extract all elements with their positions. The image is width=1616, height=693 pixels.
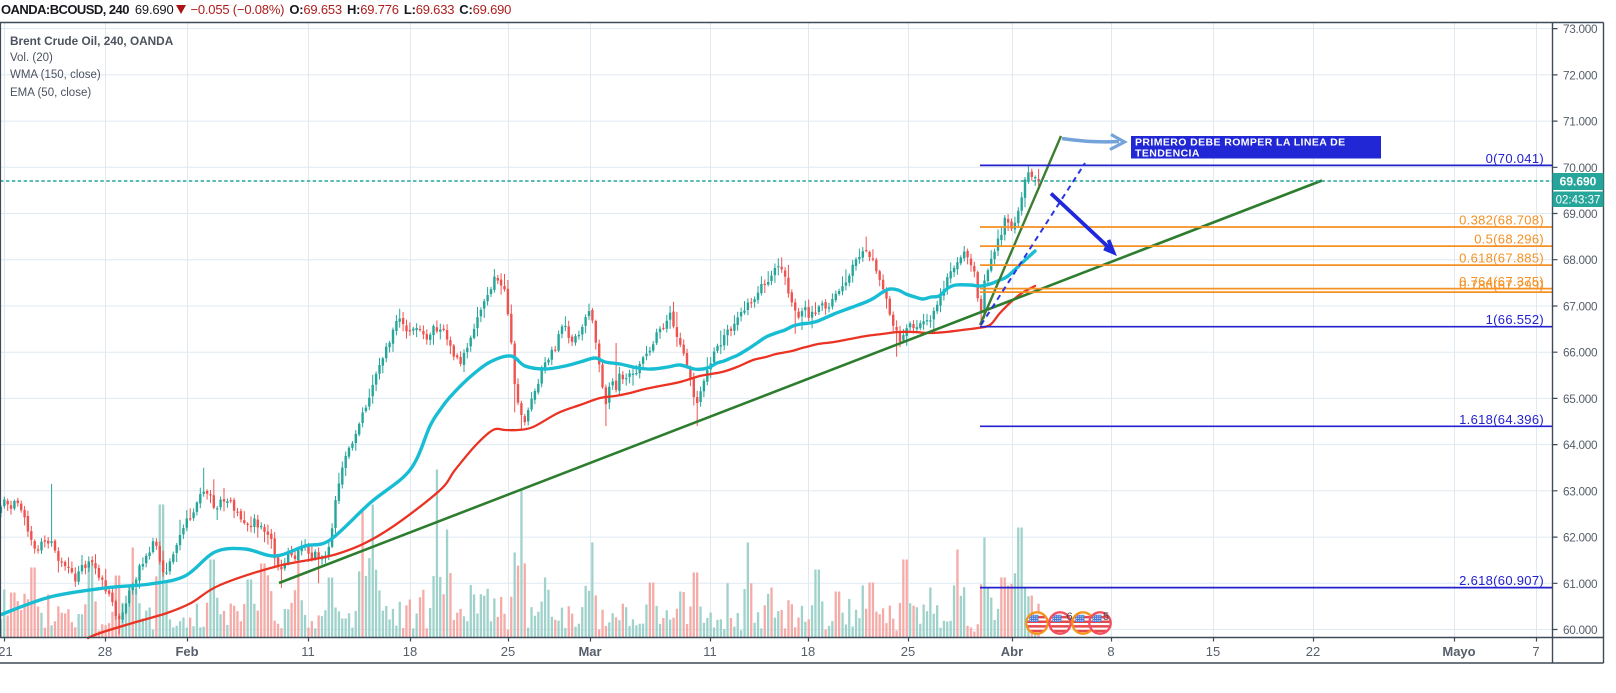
svg-text:0(70.041): 0(70.041)	[1486, 151, 1544, 166]
svg-text:18: 18	[403, 644, 417, 659]
svg-text:PRIMERO DEBE ROMPER LA LINEA D: PRIMERO DEBE ROMPER LA LINEA DE	[1135, 137, 1346, 149]
svg-text:61.000: 61.000	[1563, 577, 1598, 591]
svg-text:64.000: 64.000	[1563, 438, 1598, 452]
svg-text:6: 6	[1067, 611, 1073, 623]
svg-text:18: 18	[801, 644, 815, 659]
svg-text:Abr: Abr	[1001, 644, 1023, 659]
svg-text:72.000: 72.000	[1563, 68, 1598, 82]
svg-text:0.382(68.708): 0.382(68.708)	[1459, 213, 1544, 228]
svg-text:73.000: 73.000	[1563, 22, 1598, 36]
svg-text:71.000: 71.000	[1563, 115, 1598, 129]
svg-text:15: 15	[1206, 644, 1220, 659]
svg-text:0.764(67.375): 0.764(67.375)	[1459, 274, 1544, 289]
svg-text:0.618(67.885): 0.618(67.885)	[1459, 251, 1544, 266]
svg-text:69.000: 69.000	[1563, 207, 1598, 221]
svg-text:5: 5	[1103, 611, 1109, 623]
svg-text:69.690: 69.690	[1560, 175, 1597, 189]
svg-text:Mayo: Mayo	[1442, 644, 1475, 659]
svg-text:25: 25	[501, 644, 515, 659]
svg-text:1(66.552): 1(66.552)	[1486, 312, 1544, 327]
svg-text:28: 28	[98, 644, 112, 659]
svg-text:Mar: Mar	[578, 644, 601, 659]
svg-text:67.000: 67.000	[1563, 300, 1598, 314]
svg-text:65.000: 65.000	[1563, 392, 1598, 406]
svg-text:8: 8	[1107, 644, 1114, 659]
svg-text:25: 25	[901, 644, 915, 659]
svg-text:0.5(68.296): 0.5(68.296)	[1474, 232, 1544, 247]
svg-text:11: 11	[301, 644, 315, 659]
svg-text:60.000: 60.000	[1563, 623, 1598, 637]
svg-text:7: 7	[1532, 644, 1539, 659]
svg-text:68.000: 68.000	[1563, 253, 1598, 267]
svg-text:70.000: 70.000	[1563, 161, 1598, 175]
svg-text:02:43:37: 02:43:37	[1556, 195, 1601, 207]
svg-text:1.618(64.396): 1.618(64.396)	[1459, 412, 1544, 427]
svg-text:21: 21	[0, 644, 13, 659]
svg-text:Feb: Feb	[175, 644, 198, 659]
svg-text:0.786(67.299): 0.786(67.299)	[1459, 278, 1544, 293]
svg-text:63.000: 63.000	[1563, 484, 1598, 498]
svg-text:66.000: 66.000	[1563, 346, 1598, 360]
svg-text:22: 22	[1306, 644, 1320, 659]
svg-text:62.000: 62.000	[1563, 531, 1598, 545]
svg-text:TENDENCIA: TENDENCIA	[1135, 148, 1200, 160]
svg-text:11: 11	[703, 644, 717, 659]
svg-text:2.618(60.907): 2.618(60.907)	[1459, 573, 1544, 588]
